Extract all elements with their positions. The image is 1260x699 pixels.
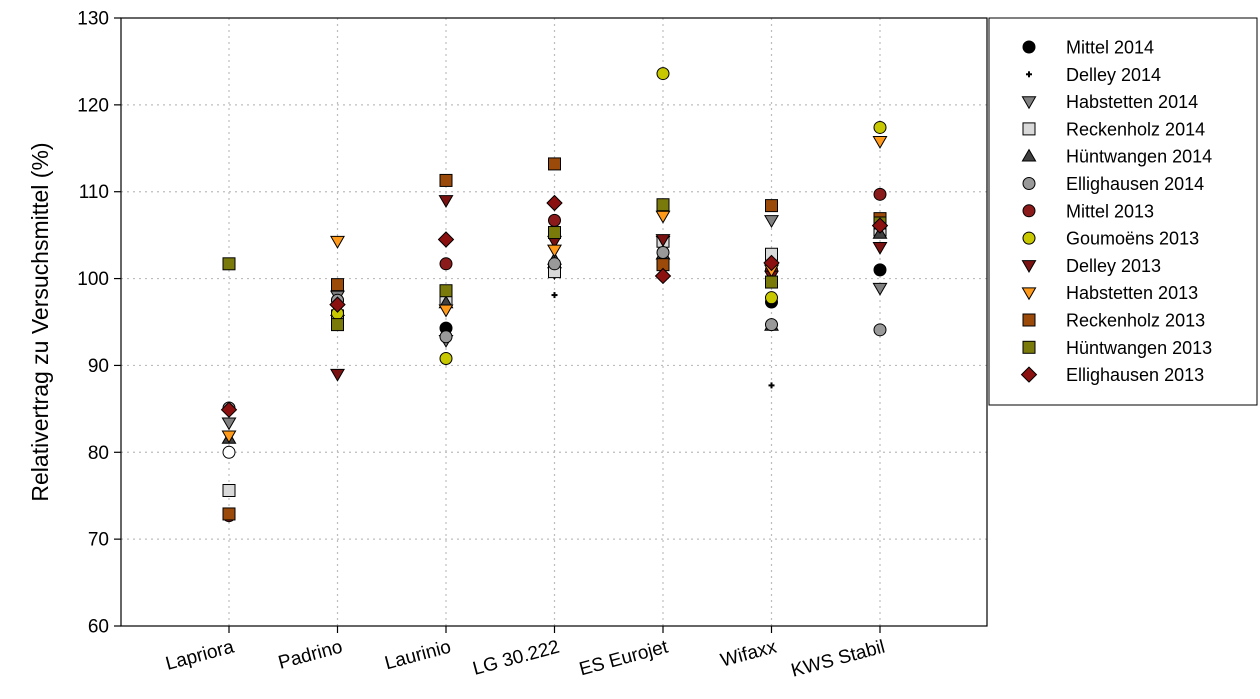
data-point xyxy=(221,417,237,431)
legend-entry-label: Habstetten 2014 xyxy=(1066,92,1198,112)
y-tick-label: 80 xyxy=(88,443,109,464)
legend-entry-label: Reckenholz 2013 xyxy=(1066,311,1205,331)
legend-marker xyxy=(1026,71,1032,78)
data-point xyxy=(872,242,888,255)
data-point xyxy=(331,278,344,292)
y-axis-title: Relativertrag zu Versuchsmittel (%) xyxy=(27,142,53,501)
y-tick-label: 130 xyxy=(77,9,109,30)
x-tick-label: Laurinio xyxy=(383,637,454,675)
data-point xyxy=(871,217,889,234)
data-point xyxy=(438,304,454,318)
legend-items: Mittel 2014 Delley 2014 Habstetten 2014 Rec… xyxy=(1020,38,1212,385)
data-point xyxy=(873,120,887,134)
legend-entry-label: Ellighausen 2014 xyxy=(1066,174,1204,194)
data-point xyxy=(763,254,780,272)
legend-marker xyxy=(1021,96,1037,110)
y-tick-label: 100 xyxy=(77,269,109,290)
legend-entry-label: Habstetten 2013 xyxy=(1066,283,1198,303)
data-point xyxy=(656,246,670,260)
data-point xyxy=(221,430,237,444)
data-point xyxy=(873,263,887,277)
data-point xyxy=(655,210,671,224)
y-tick-label: 70 xyxy=(88,530,109,551)
legend-entry-label: Hüntwangen 2014 xyxy=(1066,147,1212,167)
legend-marker xyxy=(1021,148,1037,162)
data-point xyxy=(765,275,778,289)
data-point xyxy=(437,231,455,248)
data-point xyxy=(439,173,453,187)
data-point xyxy=(330,368,345,382)
legend-entry-label: Reckenholz 2014 xyxy=(1066,119,1205,139)
data-point xyxy=(656,67,670,81)
legend-entry-label: Hüntwangen 2013 xyxy=(1066,338,1212,358)
data-point xyxy=(548,157,561,171)
data-point xyxy=(329,296,346,313)
legend-marker xyxy=(1022,177,1036,190)
data-point xyxy=(439,257,453,271)
data-point xyxy=(439,284,453,298)
data-point xyxy=(654,267,672,285)
x-tick-label: LG 30.222 xyxy=(471,637,562,680)
axis-layer: 60 70 80 90 100 110 120 130 Lapriora Padrino Lauri… xyxy=(77,9,887,682)
legend-entry-label: Mittel 2013 xyxy=(1066,201,1154,221)
data-point xyxy=(439,351,453,365)
data-point xyxy=(439,330,453,344)
legend-marker xyxy=(1022,340,1036,354)
data-point xyxy=(548,257,561,271)
data-point xyxy=(438,195,454,208)
data-point xyxy=(331,318,344,332)
data-point xyxy=(765,291,778,305)
y-tick-label: 120 xyxy=(77,95,109,116)
data-point xyxy=(548,226,561,240)
legend-entry-label: Mittel 2014 xyxy=(1066,38,1154,58)
legend-marker xyxy=(1022,122,1036,136)
data-point xyxy=(222,257,236,271)
data-point xyxy=(872,282,888,296)
data-point xyxy=(655,234,671,248)
x-tick-label: ES Eurojet xyxy=(577,636,671,680)
data-point xyxy=(220,401,238,418)
data-point xyxy=(873,187,887,201)
legend: Mittel 2014 Delley 2014 Habstetten 2014 Rec… xyxy=(988,17,1258,406)
data-point xyxy=(222,484,236,498)
legend-marker xyxy=(1022,204,1036,218)
y-tick-label: 110 xyxy=(79,182,109,203)
data-point xyxy=(765,318,778,332)
legend-marker xyxy=(1020,366,1038,383)
y-tick-label: 60 xyxy=(88,617,109,638)
data-point xyxy=(222,507,236,521)
data-point xyxy=(551,292,558,299)
grid-layer xyxy=(121,18,987,626)
legend-entry-label: Delley 2014 xyxy=(1066,65,1161,85)
data-point xyxy=(330,235,345,249)
y-tick-label: 90 xyxy=(88,356,109,377)
legend-marker xyxy=(1021,287,1037,301)
data-point xyxy=(656,198,670,212)
data-point xyxy=(764,215,779,228)
x-tick-label: Padrino xyxy=(276,637,345,674)
data-point xyxy=(222,445,236,459)
data-point xyxy=(765,199,778,213)
legend-marker xyxy=(1022,40,1036,54)
legend-marker xyxy=(1022,231,1036,245)
x-tick-label: Wifaxx xyxy=(718,636,779,671)
marks-layer xyxy=(220,67,889,523)
x-tick-label: KWS Stabil xyxy=(789,637,887,682)
data-point xyxy=(768,382,775,389)
legend-marker xyxy=(1021,260,1037,273)
x-tick-label: Lapriora xyxy=(164,636,237,674)
legend-entry-label: Delley 2013 xyxy=(1066,256,1161,276)
legend-entry-label: Ellighausen 2013 xyxy=(1066,365,1204,385)
legend-entry-label: Goumoëns 2013 xyxy=(1066,229,1199,249)
data-point xyxy=(548,213,561,227)
data-point xyxy=(546,194,563,212)
data-point xyxy=(872,136,888,149)
legend-marker xyxy=(1022,313,1036,327)
data-point xyxy=(547,244,562,258)
data-point xyxy=(873,323,887,337)
